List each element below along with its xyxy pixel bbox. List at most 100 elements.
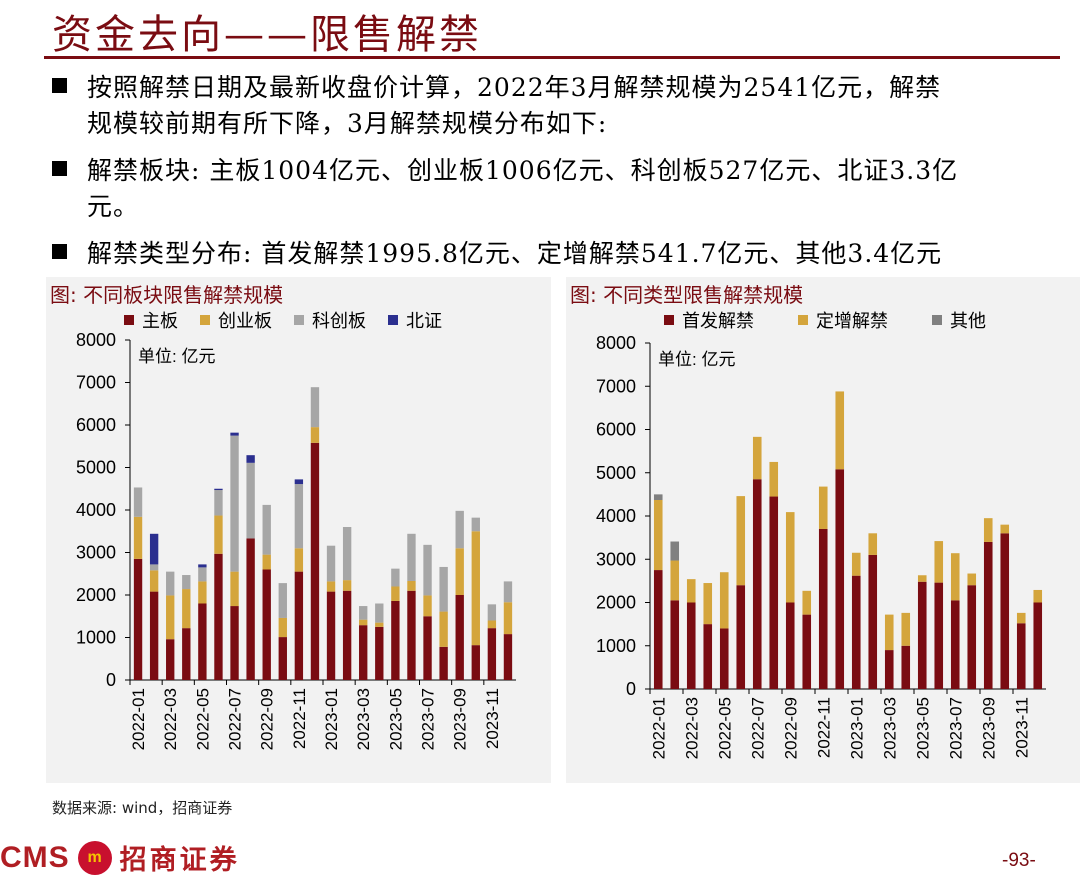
bar-segment xyxy=(294,571,304,680)
bar-segment xyxy=(719,572,729,629)
y-tick-label: 6000 xyxy=(596,420,636,440)
legend-swatch xyxy=(664,315,674,325)
bar-segment xyxy=(503,581,513,603)
bar-segment xyxy=(278,637,287,680)
bar-segment xyxy=(214,553,223,680)
bar-segment xyxy=(785,512,795,603)
bar-segment xyxy=(884,650,894,689)
x-tick-label: 2023-11 xyxy=(483,688,502,749)
legend-item: 科创板 xyxy=(294,307,366,333)
unit-label: 单位: 亿元 xyxy=(658,350,735,369)
bar-segment xyxy=(326,545,336,582)
bar-segment xyxy=(359,625,368,680)
chart-legend: 主板 创业板 科创板 北证 xyxy=(124,307,464,333)
bar-segment xyxy=(407,580,416,591)
bar-segment xyxy=(868,554,878,689)
bar-segment xyxy=(310,427,320,443)
bar-segment xyxy=(359,619,368,626)
bar-segment xyxy=(901,645,911,689)
bar-segment xyxy=(901,612,911,646)
bar-segment xyxy=(503,602,513,635)
bar-segment xyxy=(950,600,960,689)
bar-segment xyxy=(1000,524,1010,534)
bar-segment xyxy=(342,527,352,581)
x-tick-label: 2022-01 xyxy=(649,697,668,759)
bar-segment xyxy=(851,552,861,576)
bar-segment xyxy=(391,568,400,587)
bar-segment xyxy=(487,628,497,680)
bar-segment xyxy=(752,479,762,689)
bar-segment xyxy=(198,567,207,582)
x-tick-label: 2022-07 xyxy=(226,688,245,750)
x-tick-label: 2022-09 xyxy=(781,697,800,759)
y-tick-label: 6000 xyxy=(76,415,116,435)
bullet-3: 解禁类型分布: 首发解禁1995.8亿元、定增解禁541.7亿元、其他3.4亿元 xyxy=(52,236,942,272)
bar-segment xyxy=(983,541,993,689)
bar-segment xyxy=(487,620,497,629)
stacked-bar-chart-board: 0 1000 2000 3000 4000 5000 6000 7000 8000 单位: 亿元 2… xyxy=(76,330,516,750)
bar-segment xyxy=(967,573,977,586)
bar-segment xyxy=(455,510,464,549)
x-tick-label: 2023-05 xyxy=(386,688,405,750)
legend-item: 创业板 xyxy=(200,307,272,333)
bar-segment xyxy=(868,533,878,555)
y-tick-label: 7000 xyxy=(596,376,636,396)
bar-segment xyxy=(736,496,746,586)
x-tick-label: 2023-09 xyxy=(979,697,998,759)
bullet-2: 解禁板块: 主板1004亿元、创业板1006亿元、科创板527亿元、北证3.3亿 xyxy=(52,153,958,189)
x-tick-label: 2023-09 xyxy=(451,688,470,750)
bar-segment xyxy=(769,496,779,689)
bar-segment xyxy=(653,494,663,500)
bar-segment xyxy=(182,575,191,590)
chart-panel-board: 图: 不同板块限售解禁规模 主板 创业板 科创板 北证 0 1000 2000 300… xyxy=(46,277,551,783)
bar-segment xyxy=(917,581,927,689)
y-tick-label: 8000 xyxy=(596,333,636,353)
bullet-square-icon xyxy=(52,161,67,176)
bar-segment xyxy=(785,602,795,689)
bar-segment xyxy=(439,646,448,680)
bullet-2-line2: 元。 xyxy=(87,192,140,221)
bar-segment xyxy=(310,387,320,428)
legend-item: 主板 xyxy=(124,307,178,333)
bar-segment xyxy=(471,517,480,532)
bar-segment xyxy=(342,580,352,591)
bar-segment xyxy=(1033,602,1043,689)
bar-segment xyxy=(133,516,143,559)
bar-segment xyxy=(182,628,191,680)
bar-segment xyxy=(391,600,400,680)
y-tick-label: 1000 xyxy=(596,636,636,656)
bar-segment xyxy=(359,606,368,620)
bar-segment xyxy=(423,595,432,617)
bullet-1-line1: 按照解禁日期及最新收盘价计算，2022年3月解禁规模为2541亿元，解禁 xyxy=(87,73,942,102)
x-tick-label: 2023-07 xyxy=(946,697,965,759)
legend-swatch xyxy=(388,315,398,325)
x-tick-label: 2022-09 xyxy=(258,688,277,750)
bar-segment xyxy=(455,548,464,595)
bar-segment xyxy=(294,548,304,572)
x-tick-label: 2022-07 xyxy=(748,697,767,759)
legend-item: 定增解禁 xyxy=(798,307,888,333)
bar-segment xyxy=(670,560,680,601)
bar-segment xyxy=(294,484,304,549)
legend-swatch xyxy=(798,315,808,325)
bar-segment xyxy=(653,570,663,689)
bar-segment xyxy=(439,611,448,647)
bar-segment xyxy=(1016,623,1026,689)
title-divider xyxy=(44,56,1060,59)
bar-segment xyxy=(230,606,239,680)
company-logo: CMS m 招商证券 xyxy=(0,838,240,877)
bar-segment xyxy=(326,581,336,592)
bar-segment xyxy=(262,504,271,555)
bar-segment xyxy=(769,461,779,497)
bar-segment xyxy=(835,391,845,470)
bar-segment xyxy=(182,589,191,629)
legend-swatch xyxy=(294,315,304,325)
chart-panel-type: 图: 不同类型限售解禁规模 首发解禁 定增解禁 其他 0 1000 2000 3000… xyxy=(566,277,1080,783)
bar-segment xyxy=(214,490,223,516)
bar-segment xyxy=(917,575,927,582)
bar-segment xyxy=(503,634,513,680)
legend-item: 其他 xyxy=(932,307,986,333)
bar-segment xyxy=(166,571,175,596)
bar-segment xyxy=(471,645,480,680)
bar-segment xyxy=(439,566,448,612)
